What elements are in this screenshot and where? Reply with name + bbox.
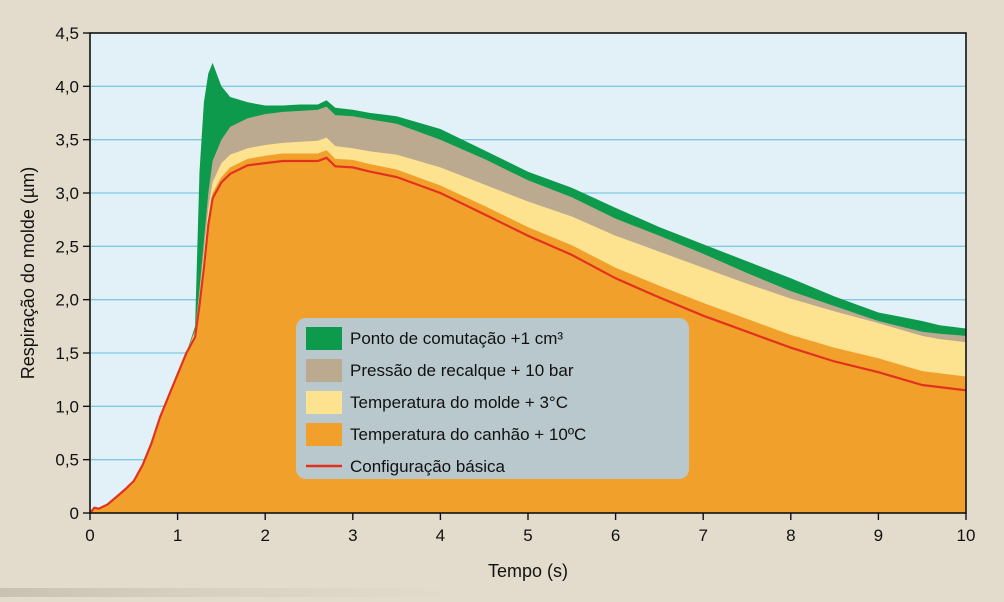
chart-figure: 0 1 2 3 4 5 6 7 8 9 10 0 0,5 1,0 1,5 2,0 2,5 3,0 3,5 4,0 4,5… [0, 0, 1004, 597]
legend-label: Pressão de recalque + 10 bar [350, 361, 574, 380]
x-tick-label: 3 [348, 526, 357, 545]
y-axis-title: Respiração do molde (µm) [18, 167, 38, 379]
x-tick-label: 8 [786, 526, 795, 545]
x-axis-title: Tempo (s) [488, 561, 568, 581]
x-tick-label: 7 [698, 526, 707, 545]
legend: Ponto de comutação +1 cm³ Pressão de reca… [296, 318, 689, 479]
x-tick-label: 10 [957, 526, 976, 545]
legend-label: Configuração básica [350, 457, 506, 476]
y-tick-label: 2,0 [55, 291, 79, 310]
x-tick-label: 4 [436, 526, 445, 545]
chart-svg: 0 1 2 3 4 5 6 7 8 9 10 0 0,5 1,0 1,5 2,0 2,5 3,0 3,5 4,0 4,5… [0, 0, 1004, 597]
y-tick-label: 4,5 [55, 24, 79, 43]
y-tick-label: 0,5 [55, 451, 79, 470]
legend-label: Temperatura do molde + 3°C [350, 393, 568, 412]
legend-swatch [306, 359, 342, 382]
y-tick-label: 1,0 [55, 397, 79, 416]
x-tick-label: 1 [173, 526, 182, 545]
legend-label: Temperatura do canhão + 10ºC [350, 425, 586, 444]
x-tick-label: 0 [85, 526, 94, 545]
bottom-shadow-strip [0, 588, 460, 597]
y-tick-label: 3,0 [55, 184, 79, 203]
legend-swatch [306, 391, 342, 414]
y-tick-label: 2,5 [55, 237, 79, 256]
y-tick-label: 4,0 [55, 77, 79, 96]
x-tick-label: 5 [523, 526, 532, 545]
y-tick-label: 1,5 [55, 344, 79, 363]
y-tick-label: 3,5 [55, 131, 79, 150]
legend-swatch [306, 327, 342, 350]
x-tick-label: 9 [874, 526, 883, 545]
legend-label: Ponto de comutação +1 cm³ [350, 329, 563, 348]
x-tick-label: 6 [611, 526, 620, 545]
x-tick-label: 2 [260, 526, 269, 545]
y-tick-label: 0 [70, 504, 79, 523]
legend-swatch [306, 423, 342, 446]
